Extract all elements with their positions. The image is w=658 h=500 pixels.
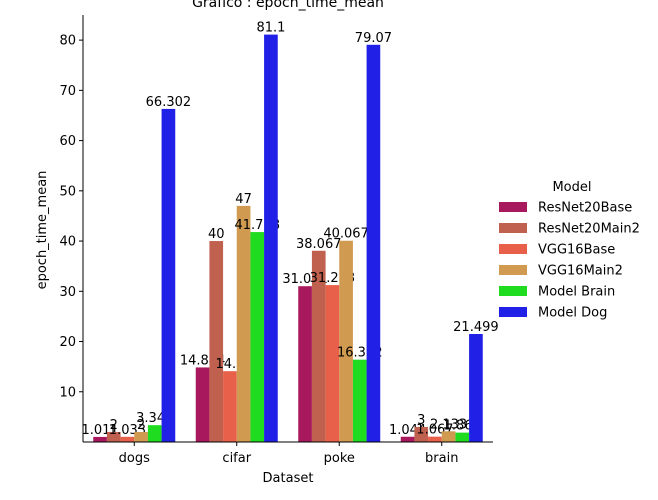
bar [209, 241, 224, 442]
y-tick-label: 70 [59, 84, 76, 99]
y-tick-label: 40 [59, 235, 76, 250]
legend-entry: ResNet20Main2 [538, 222, 640, 237]
legend-swatch [499, 202, 527, 212]
bar [400, 436, 415, 442]
y-tick-label: 60 [59, 134, 76, 149]
bar [147, 425, 162, 442]
x-tick-label: brain [425, 451, 458, 466]
legend-entry: VGG16Main2 [538, 264, 623, 279]
legend-swatch [499, 223, 527, 233]
y-axis-label: epoch_time_mean [35, 171, 50, 290]
data-label: 81.1 [256, 21, 285, 36]
x-axis-label: Dataset [263, 471, 314, 486]
plot-area: 1.01114.84431.0111.04424038.06731.03314.… [59, 15, 499, 466]
bar [366, 44, 381, 443]
data-label: 47 [235, 192, 252, 207]
legend: Model ResNet20Base ResNet20Main2 VGG16Base… [499, 180, 640, 321]
legend-swatch [499, 307, 527, 317]
bar [134, 431, 148, 442]
data-label: 3 [417, 413, 425, 428]
bar [352, 359, 367, 442]
x-tick-label: poke [324, 451, 355, 466]
data-label: 66.302 [146, 95, 192, 110]
chart-title: Grafico : epoch_time_mean [192, 0, 384, 11]
legend-swatch [499, 286, 527, 296]
data-label: 40.067 [323, 227, 369, 242]
bar [428, 436, 442, 442]
bar [106, 431, 121, 442]
bar [120, 436, 135, 442]
legend-entry: Model Dog [538, 306, 607, 321]
legend-entry: VGG16Base [538, 243, 615, 258]
bar [161, 108, 176, 442]
y-tick-label: 10 [59, 385, 76, 400]
bar [325, 285, 340, 442]
y-tick-label: 20 [59, 335, 76, 350]
x-tick-label: dogs [119, 451, 150, 466]
x-tick-label: cifar [222, 451, 251, 466]
legend-entry: ResNet20Base [538, 201, 632, 216]
legend-swatch [499, 244, 527, 254]
legend-entry: Model Brain [538, 285, 615, 300]
y-tick-label: 30 [59, 285, 76, 300]
data-label: 79.07 [355, 31, 392, 46]
bar [298, 286, 312, 442]
bar [223, 371, 237, 442]
bar [455, 432, 470, 442]
bar [195, 367, 210, 442]
bar [441, 431, 456, 442]
bar [339, 240, 353, 442]
data-label: 2 [110, 418, 118, 433]
legend-swatch [499, 265, 527, 275]
y-tick-label: 80 [59, 34, 76, 49]
bar [414, 426, 429, 442]
legend-title: Model [552, 180, 591, 195]
data-label: 2.133 [430, 417, 467, 432]
bar [311, 250, 326, 442]
data-label: 40 [208, 227, 225, 242]
data-label: 38.067 [296, 237, 342, 252]
bar [250, 232, 265, 442]
data-label: 2 [137, 418, 145, 433]
bar [236, 205, 251, 442]
bar [93, 436, 107, 442]
data-label: 21.499 [453, 320, 499, 335]
bar [264, 34, 278, 442]
bar [469, 333, 483, 442]
y-tick-label: 50 [59, 184, 76, 199]
